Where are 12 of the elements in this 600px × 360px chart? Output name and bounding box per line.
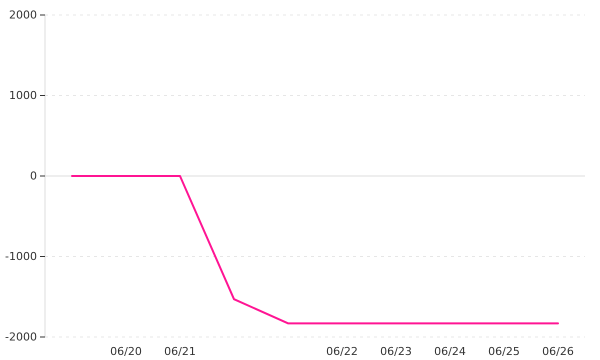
x-tick-label: 06/25 [488,344,520,358]
x-tick-label: 06/20 [110,344,142,358]
x-tick-label: 06/21 [164,344,196,358]
x-tick-label: 06/26 [542,344,574,358]
y-tick-label: -1000 [5,250,37,264]
x-tick-label: 06/24 [434,344,466,358]
y-tick-label: -2000 [5,330,37,344]
y-tick-label: 2000 [9,8,37,22]
y-tick-label: 0 [30,170,37,183]
x-tick-label: 06/22 [326,344,358,358]
y-tick-label: 1000 [9,89,37,102]
x-tick-label: 06/23 [380,344,412,358]
